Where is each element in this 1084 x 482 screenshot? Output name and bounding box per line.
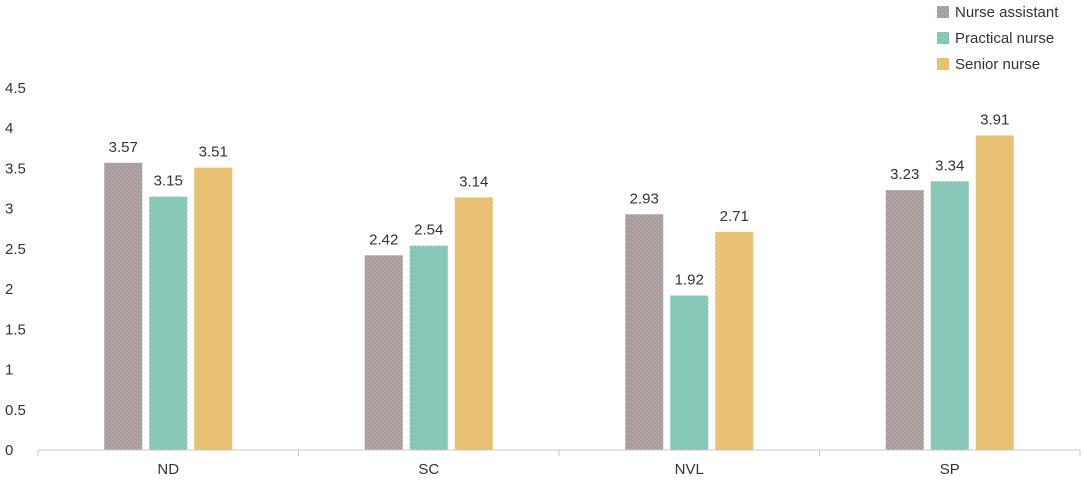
chart-legend: Nurse assistant Practical nurse Senior nur… (937, 4, 1059, 73)
legend-item: Nurse assistant (937, 4, 1059, 21)
legend-label: Nurse assistant (955, 4, 1059, 21)
bar (670, 295, 709, 450)
y-tick-label: 0 (5, 442, 13, 459)
data-label: 3.57 (109, 139, 138, 156)
legend-swatch (937, 6, 949, 18)
bar (149, 196, 188, 450)
data-label: 3.34 (935, 157, 964, 174)
bars: 3.57 3.15 3.51 2.42 2.54 3.14 2.93 1.92 2.71 3.23… (104, 111, 1014, 451)
x-tick-label: NVL (675, 461, 704, 478)
bar (625, 214, 664, 450)
data-label: 3.15 (154, 173, 183, 190)
legend-swatch (937, 32, 949, 44)
y-tick-label: 2.5 (5, 241, 26, 258)
y-tick-label: 0.5 (5, 402, 26, 419)
bar (409, 245, 448, 450)
bar (715, 231, 754, 450)
bar (454, 197, 493, 450)
y-tick-label: 1.5 (5, 321, 26, 338)
data-label: 3.14 (459, 173, 488, 190)
data-label: 2.54 (414, 222, 443, 239)
data-label: 1.92 (675, 272, 704, 289)
bar (104, 162, 143, 450)
y-tick-label: 1 (5, 362, 13, 379)
legend-item: Practical nurse (937, 30, 1054, 47)
x-tick-label: ND (157, 461, 179, 478)
legend-item: Senior nurse (937, 56, 1040, 73)
data-label: 3.51 (199, 144, 228, 161)
data-label: 2.93 (630, 190, 659, 207)
y-tick-label: 3 (5, 201, 13, 218)
bar (364, 255, 403, 450)
bar (930, 181, 969, 450)
x-tick-label: SP (940, 461, 960, 478)
legend-label: Practical nurse (955, 30, 1054, 47)
y-axis: 0 0.5 1 1.5 2 2.5 3 3.5 4 4.5 (5, 80, 26, 459)
data-label: 3.23 (890, 166, 919, 183)
bar (194, 167, 233, 450)
bar (975, 135, 1014, 450)
y-tick-label: 2 (5, 281, 13, 298)
legend-label: Senior nurse (955, 56, 1040, 73)
bar (885, 190, 924, 451)
x-axis: ND SC NVL SP (37, 449, 1081, 478)
legend-swatch (937, 58, 949, 70)
data-label: 2.71 (720, 208, 749, 225)
data-label: 3.91 (980, 111, 1009, 128)
x-tick-label: SC (418, 461, 439, 478)
data-label: 2.42 (369, 231, 398, 248)
y-tick-label: 3.5 (5, 160, 26, 177)
y-tick-label: 4 (5, 120, 13, 137)
y-tick-label: 4.5 (5, 80, 26, 97)
